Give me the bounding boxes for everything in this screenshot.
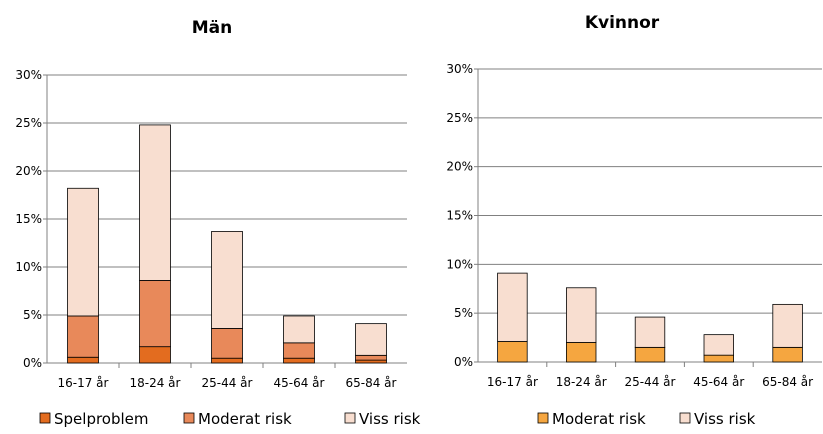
bar-moderat-risk bbox=[283, 342, 315, 359]
x-tick-label: 16-17 år bbox=[58, 376, 109, 390]
y-tick-label: 15% bbox=[15, 212, 42, 226]
y-tick-label: 25% bbox=[15, 116, 42, 130]
legend-label: Viss risk bbox=[694, 410, 756, 428]
bar-spelproblem bbox=[67, 356, 99, 364]
bar-viss-risk bbox=[703, 334, 734, 356]
legend-swatch bbox=[537, 412, 549, 424]
legend-label: Viss risk bbox=[359, 410, 421, 428]
bar-viss-risk bbox=[355, 323, 387, 356]
legend-swatch bbox=[183, 412, 195, 424]
bar-moderat-risk bbox=[772, 346, 803, 363]
bar-viss-risk bbox=[634, 316, 666, 348]
x-tick-label: 18-24 år bbox=[130, 376, 181, 390]
legend-label: Moderat risk bbox=[198, 410, 292, 428]
bar-spelproblem bbox=[283, 357, 315, 364]
y-tick-label: 30% bbox=[15, 68, 42, 82]
y-tick-label: 10% bbox=[15, 260, 42, 274]
bar-spelproblem bbox=[355, 359, 387, 364]
legend-label: Moderat risk bbox=[552, 410, 646, 428]
bar-viss-risk bbox=[139, 124, 171, 281]
x-tick-label: 25-44 år bbox=[625, 375, 676, 389]
legend-label: Spelproblem bbox=[54, 410, 149, 428]
bar-moderat-risk bbox=[566, 342, 597, 363]
x-tick-label: 25-44 år bbox=[202, 376, 253, 390]
bar-moderat-risk bbox=[634, 346, 666, 363]
y-tick-label: 15% bbox=[446, 209, 473, 223]
y-tick-label: 5% bbox=[23, 308, 42, 322]
x-tick-label: 16-17 år bbox=[487, 375, 538, 389]
bar-spelproblem bbox=[139, 346, 171, 364]
y-tick-label: 25% bbox=[446, 111, 473, 125]
bar-moderat-risk bbox=[139, 280, 171, 348]
x-tick-label: 45-64 år bbox=[274, 376, 325, 390]
bar-moderat-risk bbox=[355, 354, 387, 361]
legend-swatch bbox=[39, 412, 51, 424]
chart-title: Kvinnor bbox=[585, 13, 660, 33]
x-tick-label: 65-84 år bbox=[762, 375, 813, 389]
y-tick-label: 5% bbox=[454, 306, 473, 320]
y-tick-label: 20% bbox=[15, 164, 42, 178]
bar-moderat-risk bbox=[703, 354, 734, 363]
chart-title: Män bbox=[192, 18, 233, 38]
bar-moderat-risk bbox=[67, 315, 99, 358]
y-tick-label: 0% bbox=[23, 356, 42, 370]
legend-swatch bbox=[344, 412, 356, 424]
bar-viss-risk bbox=[497, 272, 528, 342]
bar-spelproblem bbox=[211, 357, 243, 364]
x-tick-label: 65-84 år bbox=[346, 376, 397, 390]
bar-viss-risk bbox=[67, 187, 99, 317]
x-tick-label: 45-64 år bbox=[693, 375, 744, 389]
bar-viss-risk bbox=[283, 315, 315, 344]
x-tick-label: 18-24 år bbox=[556, 375, 607, 389]
bar-moderat-risk bbox=[211, 328, 243, 359]
bar-viss-risk bbox=[566, 287, 597, 343]
legend-swatch bbox=[679, 412, 691, 424]
bar-viss-risk bbox=[211, 231, 243, 329]
y-tick-label: 30% bbox=[446, 62, 473, 76]
bar-viss-risk bbox=[772, 303, 803, 348]
bar-moderat-risk bbox=[497, 341, 528, 363]
y-tick-label: 10% bbox=[446, 257, 473, 271]
y-tick-label: 20% bbox=[446, 160, 473, 174]
y-tick-label: 0% bbox=[454, 355, 473, 369]
